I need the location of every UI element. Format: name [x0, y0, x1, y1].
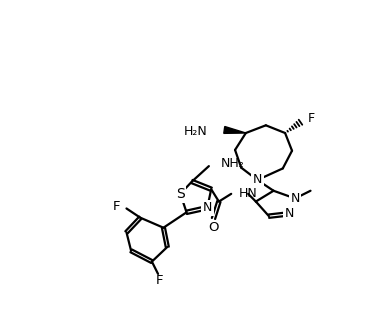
- Text: N: N: [284, 208, 294, 220]
- Text: F: F: [308, 112, 315, 125]
- Text: S: S: [176, 187, 185, 201]
- Polygon shape: [224, 126, 246, 133]
- Text: F: F: [113, 201, 120, 213]
- Text: O: O: [208, 221, 219, 234]
- Text: HN: HN: [239, 187, 258, 200]
- Text: N: N: [290, 192, 300, 205]
- Text: F: F: [156, 274, 163, 287]
- Text: NH₂: NH₂: [221, 157, 245, 170]
- Text: N: N: [253, 174, 262, 187]
- Text: N: N: [203, 201, 212, 214]
- Text: H₂N: H₂N: [183, 125, 207, 138]
